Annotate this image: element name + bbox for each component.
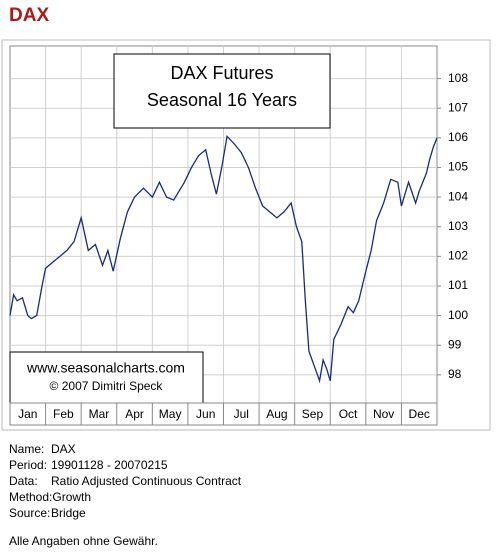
- x-tick-label: May: [159, 407, 182, 421]
- y-tick-label: 100: [448, 308, 468, 322]
- x-tick-label: Jun: [196, 407, 215, 421]
- y-tick-label: 107: [448, 100, 468, 114]
- title-box: [113, 53, 331, 129]
- axes: 98 99 100 101 102 103 104 105 106 107 108 Jan Feb Mar…: [18, 71, 468, 425]
- info-row: Name: DAX: [9, 441, 241, 457]
- x-tick-label: Jul: [234, 407, 249, 421]
- info-label: Period:: [9, 458, 48, 472]
- x-tick-label: Oct: [339, 407, 358, 421]
- watermark: www.seasonalcharts.com: [26, 360, 185, 376]
- chart: DAX Futures Seasonal 16 Years www.season…: [1, 39, 491, 431]
- x-tick-label: Apr: [125, 407, 144, 421]
- x-tick-label: Dec: [409, 407, 430, 421]
- y-tick-label: 108: [448, 71, 468, 85]
- info-value: Ratio Adjusted Continuous Contract: [51, 474, 242, 488]
- info-value: Bridge: [51, 506, 86, 520]
- y-tick-label: 99: [448, 337, 462, 351]
- x-tick-label: Mar: [89, 407, 110, 421]
- info-row: Period: 19901128 - 20070215: [9, 457, 241, 473]
- info-value: Growth: [52, 490, 92, 504]
- y-tick-label: 106: [448, 130, 468, 144]
- y-tick-label: 102: [448, 249, 468, 263]
- info-row: Source:Bridge: [9, 505, 241, 521]
- info-label: Name:: [9, 442, 45, 456]
- y-tick-label: 103: [448, 219, 468, 233]
- x-tick-label: Feb: [53, 407, 74, 421]
- x-tick-label: Aug: [266, 407, 287, 421]
- y-tick-label: 104: [448, 189, 468, 203]
- series-line: [9, 134, 438, 384]
- y-tick-label: 105: [448, 160, 468, 174]
- info-value: 19901128 - 20070215: [51, 458, 168, 472]
- x-tick-label: Sep: [302, 407, 324, 421]
- chart-frame: [1, 39, 491, 431]
- marks: [9, 134, 438, 384]
- info-label: Source:: [9, 506, 51, 520]
- chart-subtitle: Seasonal 16 Years: [147, 90, 297, 110]
- x-tick-label: Jan: [18, 407, 37, 421]
- info-label: Method:: [9, 490, 53, 504]
- y-tick-label: 101: [448, 278, 468, 292]
- info-value: DAX: [51, 442, 76, 456]
- y-tick-label: 98: [448, 367, 462, 381]
- info: Name: DAX Period: 19901128 - 20070215 Data: R…: [9, 441, 241, 521]
- disclaimer: Alle Angaben ohne Gewähr.: [9, 534, 158, 548]
- chart-title: DAX Futures: [170, 63, 273, 83]
- x-tick-label: Nov: [373, 407, 394, 421]
- info-row: Data: Ratio Adjusted Continuous Contract: [9, 473, 241, 489]
- page-title: DAX: [9, 5, 50, 26]
- info-label: Data:: [9, 474, 38, 488]
- info-row: Method:Growth: [9, 489, 241, 505]
- copyright: © 2007 Dimitri Speck: [50, 379, 164, 393]
